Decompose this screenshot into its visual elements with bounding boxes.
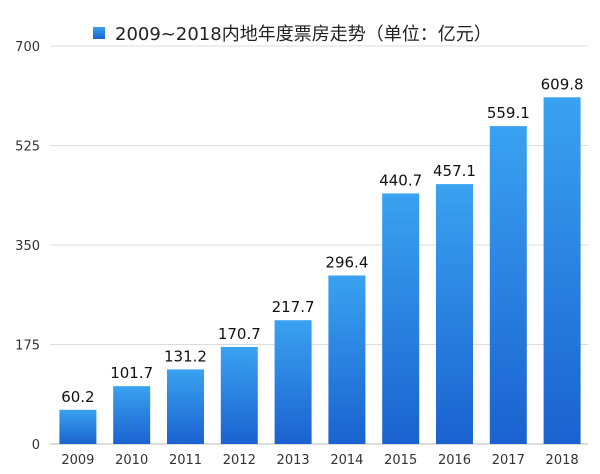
bar-2016	[436, 184, 473, 444]
bar-2009	[59, 409, 97, 444]
x-tick-label: 2017	[492, 453, 525, 468]
bar-2018	[543, 97, 581, 444]
y-tick-label: 700	[15, 40, 40, 55]
bar-value-label: 170.7	[218, 325, 261, 343]
x-axis-tick-labels: 2009 2010 2011 2012 2013 2014 2015 2016 2017 2018	[61, 453, 578, 468]
y-tick-label: 175	[15, 339, 40, 354]
legend-label: 2009~2018内地年度票房走势（单位：亿元）	[115, 24, 492, 45]
x-tick-label: 2012	[223, 453, 256, 468]
bar-2013	[274, 320, 312, 444]
bar-value-label: 440.7	[379, 171, 422, 189]
bar-value-label: 296.4	[325, 253, 368, 271]
bar-2014	[328, 275, 366, 444]
bar-value-label: 217.7	[272, 298, 315, 316]
bar-value-label: 457.1	[433, 162, 476, 180]
y-tick-label: 350	[15, 239, 40, 254]
bar-value-labels: 60.2 101.7 131.2 170.7 217.7 296.4 440.7 457.1 5…	[61, 75, 583, 405]
y-axis-tick-labels: 0 175 350 525 700	[15, 40, 40, 453]
x-tick-label: 2009	[61, 453, 94, 468]
bars	[59, 97, 581, 444]
x-tick-label: 2015	[384, 453, 417, 468]
legend-swatch	[93, 27, 105, 39]
bar-2010	[113, 386, 151, 444]
bar-value-label: 131.2	[164, 347, 207, 365]
x-tick-label: 2013	[277, 453, 310, 468]
bar-2012	[220, 346, 258, 444]
x-tick-label: 2018	[546, 453, 579, 468]
bar-value-label: 101.7	[110, 364, 153, 382]
bar-value-label: 609.8	[541, 75, 584, 93]
y-tick-label: 0	[32, 438, 40, 453]
bar-2015	[382, 193, 420, 444]
bar-2011	[167, 369, 204, 444]
bar-value-label: 60.2	[61, 388, 94, 406]
x-tick-label: 2016	[438, 453, 471, 468]
y-tick-label: 525	[15, 140, 40, 155]
x-tick-label: 2014	[330, 453, 363, 468]
x-tick-label: 2010	[115, 453, 148, 468]
bar-value-label: 559.1	[487, 104, 530, 122]
x-tick-label: 2011	[169, 453, 202, 468]
bar-2017	[489, 126, 527, 444]
legend: 2009~2018内地年度票房走势（单位：亿元）	[93, 24, 492, 45]
